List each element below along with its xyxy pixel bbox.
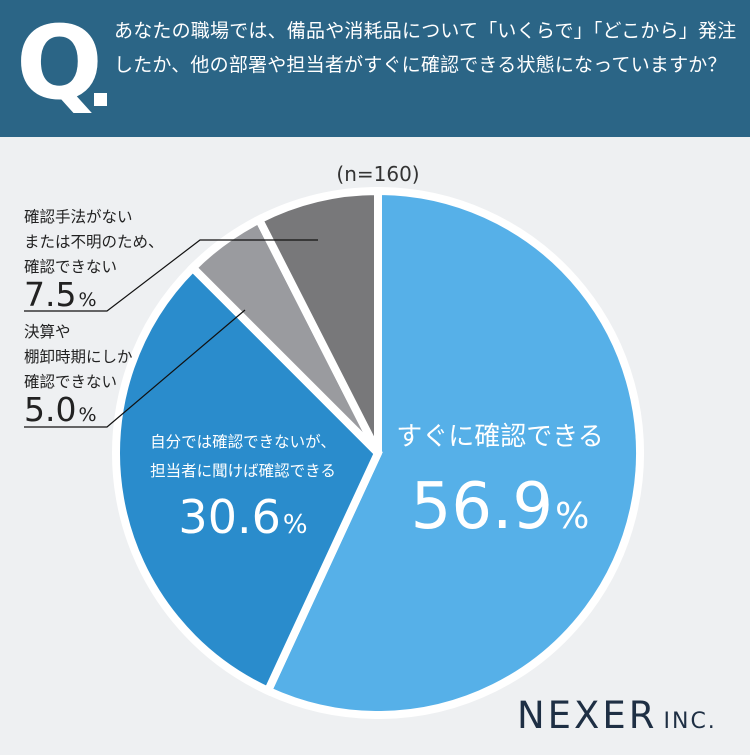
logo-sub-text: INC. <box>663 709 717 734</box>
slice-label-4: または不明のため、 <box>24 233 164 251</box>
slice-label-4: 確認手法がない <box>24 208 133 226</box>
slice-label-3: 確認できない <box>24 373 117 391</box>
slice-value-4: 7.5% <box>24 275 97 314</box>
q-mark: Q <box>16 4 103 123</box>
logo-main-text: NEXER <box>517 694 658 737</box>
slice-value-1: 56.9% <box>411 470 590 544</box>
q-dot <box>94 93 107 106</box>
sample-size-label: (n=160) <box>336 162 419 186</box>
leader-line-4 <box>24 239 318 312</box>
slice-label-3: 決算や <box>24 322 71 341</box>
pie-slice-1 <box>262 186 644 719</box>
slice-label-4: 確認できない <box>24 258 117 276</box>
slice-value-3: 5.0% <box>24 390 97 429</box>
slice-label-1: すぐに確認できる <box>396 422 603 452</box>
slice-label-2: 自分では確認できないが、 <box>150 433 336 451</box>
question-text: あなたの職場では、備品や消耗品について「いくらで」「どこから」発注したか、他の部… <box>114 20 737 76</box>
question-banner: Q あなたの職場では、備品や消耗品について「いくらで」「どこから」発注したか、他… <box>0 0 750 137</box>
slice-value-2: 30.6% <box>178 490 307 544</box>
nexer-logo: NEXER INC. <box>517 694 717 737</box>
pie-slice-2 <box>112 262 383 697</box>
pie-slice-4 <box>253 186 382 455</box>
slice-label-2: 担当者に聞けば確認できる <box>150 462 336 480</box>
slice-label-3: 棚卸時期にしか <box>24 348 133 366</box>
leader-line-3 <box>24 309 246 428</box>
